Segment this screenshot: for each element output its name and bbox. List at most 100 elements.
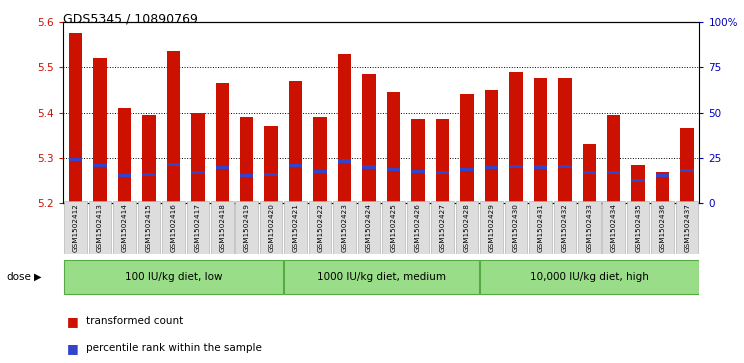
FancyBboxPatch shape <box>64 201 87 254</box>
Bar <box>264 173 278 176</box>
Text: GSM1502413: GSM1502413 <box>97 203 103 252</box>
FancyBboxPatch shape <box>578 201 600 254</box>
Bar <box>289 164 302 167</box>
Bar <box>533 78 547 203</box>
Bar <box>216 83 229 203</box>
FancyBboxPatch shape <box>211 201 234 254</box>
Text: GSM1502426: GSM1502426 <box>415 203 421 252</box>
Bar <box>436 119 449 203</box>
Bar <box>93 164 106 167</box>
Text: ■: ■ <box>67 342 79 355</box>
Text: 10,000 IU/kg diet, high: 10,000 IU/kg diet, high <box>530 272 649 282</box>
Text: 100 IU/kg diet, low: 100 IU/kg diet, low <box>124 272 222 282</box>
Text: GSM1502432: GSM1502432 <box>562 203 568 252</box>
Bar <box>558 78 571 203</box>
Text: GSM1502434: GSM1502434 <box>611 203 617 252</box>
Text: transformed count: transformed count <box>86 316 183 326</box>
FancyBboxPatch shape <box>187 201 209 254</box>
Text: GSM1502433: GSM1502433 <box>586 203 592 252</box>
Bar <box>240 117 254 203</box>
Bar <box>484 166 498 170</box>
FancyBboxPatch shape <box>260 201 283 254</box>
FancyBboxPatch shape <box>504 201 527 254</box>
Bar <box>191 171 205 175</box>
Text: GSM1502412: GSM1502412 <box>72 203 78 252</box>
Bar <box>191 113 205 203</box>
Text: GSM1502420: GSM1502420 <box>268 203 275 252</box>
FancyBboxPatch shape <box>138 201 160 254</box>
Text: GSM1502431: GSM1502431 <box>537 203 543 252</box>
FancyBboxPatch shape <box>676 201 699 254</box>
Bar <box>240 174 254 177</box>
Bar <box>264 126 278 203</box>
Bar <box>607 115 620 203</box>
Bar <box>411 170 425 173</box>
Bar <box>142 173 155 176</box>
Bar <box>461 94 474 203</box>
Bar <box>338 159 351 163</box>
Bar <box>118 174 131 177</box>
FancyBboxPatch shape <box>554 201 576 254</box>
Text: GSM1502425: GSM1502425 <box>391 203 397 252</box>
Text: GSM1502416: GSM1502416 <box>170 203 176 252</box>
Text: GSM1502423: GSM1502423 <box>341 203 347 252</box>
Text: GSM1502421: GSM1502421 <box>292 203 298 252</box>
Bar <box>583 171 596 174</box>
Bar <box>387 168 400 171</box>
FancyBboxPatch shape <box>407 201 429 254</box>
FancyBboxPatch shape <box>113 201 135 254</box>
Text: GSM1502435: GSM1502435 <box>635 203 641 252</box>
FancyBboxPatch shape <box>64 260 283 294</box>
FancyBboxPatch shape <box>627 201 650 254</box>
Text: GSM1502428: GSM1502428 <box>464 203 470 252</box>
Bar <box>632 179 645 182</box>
Text: GSM1502417: GSM1502417 <box>195 203 201 252</box>
Bar <box>167 51 180 203</box>
Bar <box>93 58 106 203</box>
Text: 1000 IU/kg diet, medium: 1000 IU/kg diet, medium <box>317 272 446 282</box>
Text: GSM1502430: GSM1502430 <box>513 203 519 252</box>
FancyBboxPatch shape <box>382 201 405 254</box>
Bar <box>167 163 180 166</box>
FancyBboxPatch shape <box>162 201 185 254</box>
Bar <box>387 92 400 203</box>
Text: GSM1502414: GSM1502414 <box>121 203 127 252</box>
Bar <box>289 81 302 203</box>
Text: ■: ■ <box>67 315 79 328</box>
FancyBboxPatch shape <box>529 201 551 254</box>
Bar <box>411 119 425 203</box>
Bar <box>681 169 694 172</box>
FancyBboxPatch shape <box>652 201 674 254</box>
FancyBboxPatch shape <box>603 201 625 254</box>
Text: GSM1502437: GSM1502437 <box>684 203 690 252</box>
Text: percentile rank within the sample: percentile rank within the sample <box>86 343 261 354</box>
FancyBboxPatch shape <box>333 201 356 254</box>
Bar <box>461 168 474 171</box>
Bar <box>313 117 327 203</box>
Bar <box>142 115 155 203</box>
Text: GSM1502436: GSM1502436 <box>660 203 666 252</box>
Bar <box>533 166 547 168</box>
Text: GSM1502418: GSM1502418 <box>219 203 225 252</box>
Text: GSM1502424: GSM1502424 <box>366 203 372 252</box>
Text: dose: dose <box>6 272 31 282</box>
Text: GSM1502427: GSM1502427 <box>440 203 446 252</box>
Bar <box>338 54 351 203</box>
Bar <box>118 108 131 203</box>
Text: GSM1502429: GSM1502429 <box>488 203 495 252</box>
Bar <box>216 166 229 170</box>
FancyBboxPatch shape <box>455 201 478 254</box>
FancyBboxPatch shape <box>480 201 503 254</box>
Bar <box>656 172 670 203</box>
Text: GSM1502415: GSM1502415 <box>146 203 152 252</box>
Bar <box>484 90 498 203</box>
Bar <box>362 74 376 203</box>
Bar <box>509 165 522 168</box>
Bar <box>656 174 670 177</box>
Bar <box>509 72 522 203</box>
FancyBboxPatch shape <box>309 201 331 254</box>
FancyBboxPatch shape <box>284 201 307 254</box>
Bar <box>558 165 571 168</box>
Bar <box>68 158 82 161</box>
Text: GSM1502422: GSM1502422 <box>317 203 323 252</box>
